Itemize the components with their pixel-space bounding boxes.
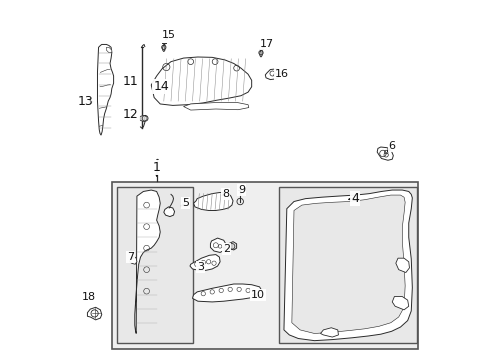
Bar <box>112 182 418 348</box>
Text: 4: 4 <box>350 192 358 205</box>
Polygon shape <box>140 116 147 122</box>
Polygon shape <box>391 297 408 310</box>
Text: 6: 6 <box>388 141 395 151</box>
Text: 5: 5 <box>182 198 188 208</box>
Text: 16: 16 <box>274 69 288 79</box>
Text: 3: 3 <box>197 262 204 272</box>
Text: 8: 8 <box>222 189 228 199</box>
Bar <box>117 187 192 343</box>
Polygon shape <box>291 195 405 333</box>
Polygon shape <box>210 238 226 252</box>
Polygon shape <box>163 44 164 51</box>
Polygon shape <box>151 57 251 105</box>
Polygon shape <box>183 103 248 110</box>
Polygon shape <box>106 47 112 53</box>
Text: 14: 14 <box>153 80 169 93</box>
Text: 12: 12 <box>122 108 139 121</box>
Polygon shape <box>190 255 220 270</box>
Text: 1: 1 <box>152 161 160 174</box>
Polygon shape <box>376 147 392 160</box>
Polygon shape <box>395 258 408 273</box>
Polygon shape <box>97 44 113 135</box>
Bar <box>65 182 423 359</box>
Text: 11: 11 <box>122 75 139 88</box>
Text: 10: 10 <box>251 290 264 300</box>
Polygon shape <box>135 190 160 333</box>
Polygon shape <box>193 193 233 211</box>
Text: 15: 15 <box>162 30 176 40</box>
Text: 9: 9 <box>238 185 244 195</box>
Polygon shape <box>265 69 280 80</box>
Polygon shape <box>163 207 174 217</box>
Polygon shape <box>129 256 137 264</box>
Polygon shape <box>87 307 102 320</box>
Bar <box>65 0 423 182</box>
Polygon shape <box>192 284 261 302</box>
Polygon shape <box>284 190 411 341</box>
Text: 2: 2 <box>223 244 230 254</box>
Text: 18: 18 <box>81 292 95 302</box>
Polygon shape <box>320 328 338 337</box>
Text: 17: 17 <box>259 40 273 49</box>
Polygon shape <box>260 50 262 57</box>
Bar <box>278 187 416 343</box>
Text: 7: 7 <box>127 252 134 262</box>
Polygon shape <box>228 242 236 250</box>
Text: 13: 13 <box>78 95 94 108</box>
